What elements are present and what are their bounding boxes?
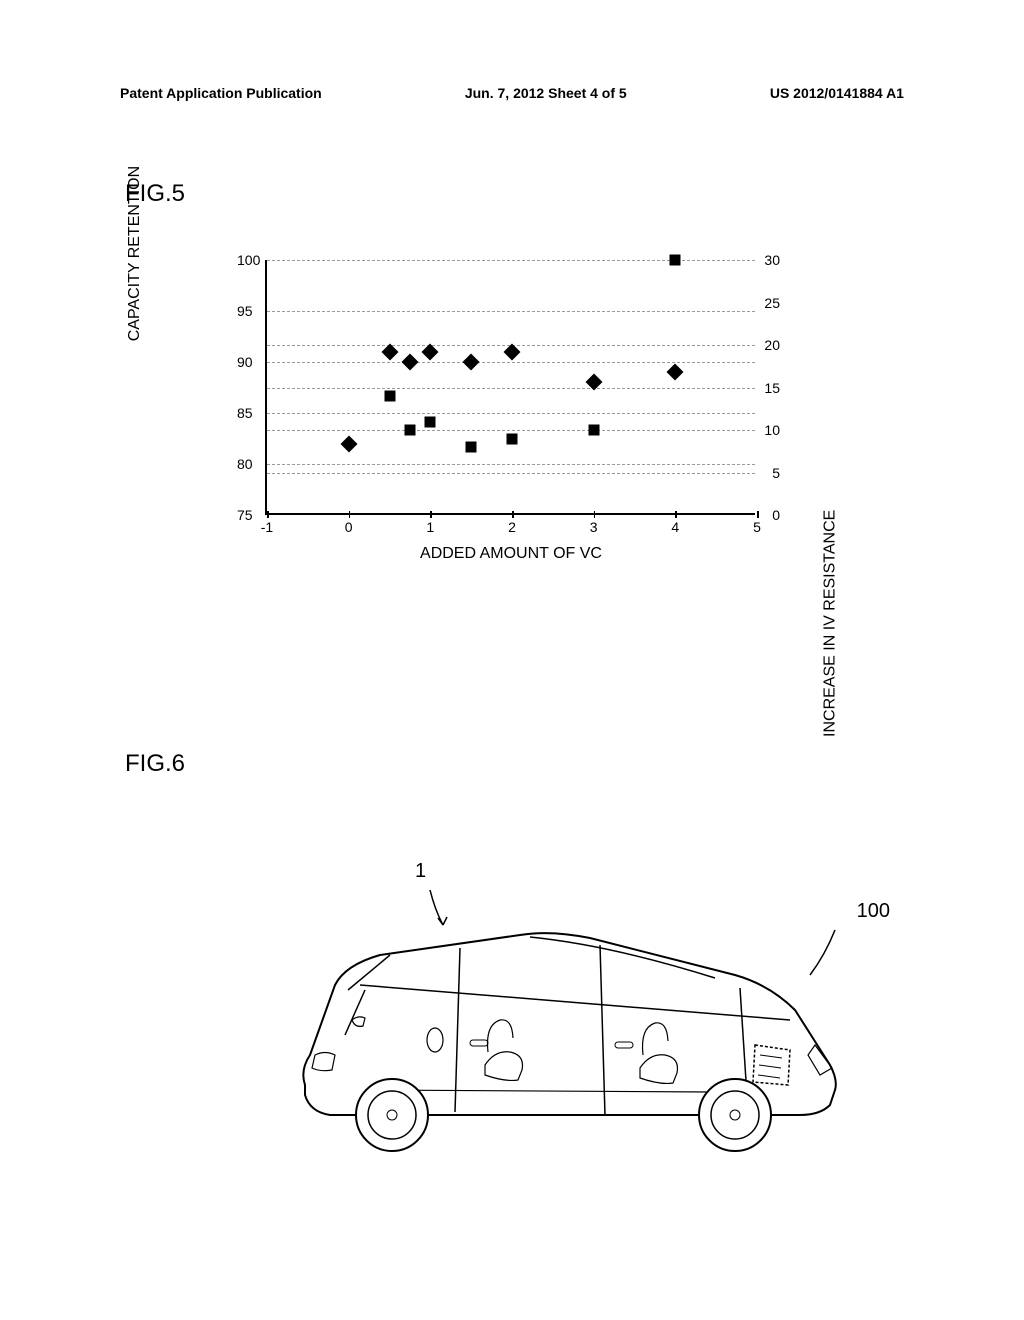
gridline xyxy=(267,413,755,414)
x-tick-mark xyxy=(349,511,351,518)
square-marker xyxy=(384,391,395,402)
y-tick-left-label: 75 xyxy=(237,507,253,523)
chart-plot-area: INCREASE IN IV RESISTANCE ADDED AMOUNT O… xyxy=(265,260,755,515)
arrow-icon xyxy=(795,925,845,985)
x-tick-label: 5 xyxy=(753,519,761,535)
x-tick-mark xyxy=(757,511,759,518)
scatter-chart: CAPACITY RETENTION INCREASE IN IV RESIST… xyxy=(195,240,835,600)
y-tick-right-label: 0 xyxy=(772,507,780,523)
x-tick-mark xyxy=(512,511,514,518)
y-tick-right-label: 5 xyxy=(772,465,780,481)
x-tick-mark xyxy=(594,511,596,518)
gridline xyxy=(267,260,755,261)
y-tick-right-label: 30 xyxy=(764,252,780,268)
car-diagram: 1 100 xyxy=(260,890,880,1190)
gridline xyxy=(267,430,755,431)
x-axis-label: ADDED AMOUNT OF VC xyxy=(420,545,602,563)
x-tick-label: -1 xyxy=(261,519,273,535)
diamond-marker xyxy=(463,354,480,371)
y-tick-left-label: 95 xyxy=(237,303,253,319)
diamond-marker xyxy=(340,435,357,452)
square-marker xyxy=(466,442,477,453)
y-tick-right-label: 25 xyxy=(764,295,780,311)
y-tick-left-label: 100 xyxy=(237,252,260,268)
square-marker xyxy=(588,425,599,436)
callout-label-100: 100 xyxy=(857,900,890,923)
x-tick-mark xyxy=(430,511,432,518)
y-tick-left-label: 80 xyxy=(237,456,253,472)
y-tick-right-label: 10 xyxy=(764,422,780,438)
x-tick-label: 0 xyxy=(345,519,353,535)
gridline xyxy=(267,464,755,465)
header-right: US 2012/0141884 A1 xyxy=(770,85,904,101)
y-axis-right-label: INCREASE IN IV RESISTANCE xyxy=(821,509,839,736)
x-tick-mark xyxy=(267,511,269,518)
square-marker xyxy=(670,255,681,266)
header-center: Jun. 7, 2012 Sheet 4 of 5 xyxy=(465,85,627,101)
y-axis-left-label: CAPACITY RETENTION xyxy=(126,166,144,341)
square-marker xyxy=(425,416,436,427)
y-tick-right-label: 20 xyxy=(764,337,780,353)
x-tick-label: 4 xyxy=(671,519,679,535)
x-tick-mark xyxy=(675,511,677,518)
diamond-marker xyxy=(667,364,684,381)
x-tick-label: 3 xyxy=(590,519,598,535)
car-icon xyxy=(260,890,880,1170)
y-tick-left-label: 90 xyxy=(237,354,253,370)
arrow-icon xyxy=(425,885,455,935)
header-left: Patent Application Publication xyxy=(120,85,322,101)
gridline xyxy=(267,388,755,389)
gridline xyxy=(267,311,755,312)
y-tick-right-label: 15 xyxy=(764,380,780,396)
callout-label-1: 1 xyxy=(415,860,426,883)
x-tick-label: 2 xyxy=(508,519,516,535)
gridline xyxy=(267,362,755,363)
diamond-marker xyxy=(401,354,418,371)
square-marker xyxy=(507,433,518,444)
y-tick-left-label: 85 xyxy=(237,405,253,421)
x-tick-label: 1 xyxy=(426,519,434,535)
fig6-label: FIG.6 xyxy=(125,750,185,778)
page-header: Patent Application Publication Jun. 7, 2… xyxy=(0,85,1024,101)
square-marker xyxy=(404,425,415,436)
gridline xyxy=(267,473,755,474)
